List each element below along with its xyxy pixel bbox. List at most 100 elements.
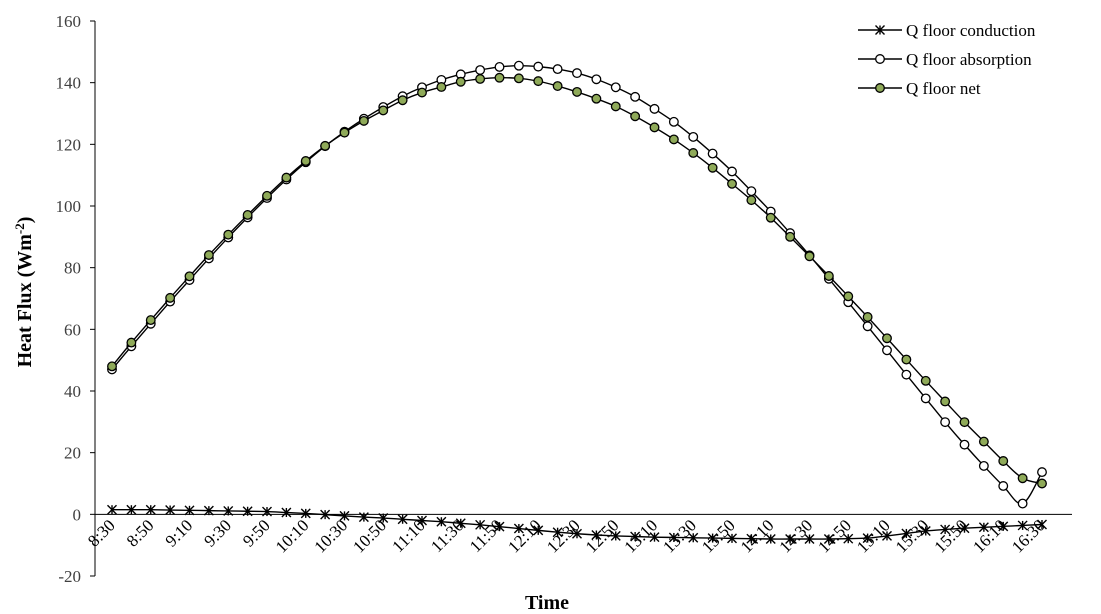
data-point: [533, 61, 544, 72]
x-tick-label: 9:10: [162, 516, 197, 551]
legend-item: Q floor net: [858, 79, 981, 98]
data-point: [552, 81, 563, 92]
data-point: [959, 417, 970, 428]
x-tick-label: 10:30: [311, 516, 352, 557]
data-point: [339, 510, 350, 521]
data-point: [533, 76, 544, 87]
data-point: [165, 292, 176, 303]
data-point: [862, 312, 873, 322]
data-point: [649, 103, 660, 114]
y-axis-title-group: Heat Flux (Wm-2): [12, 217, 37, 368]
data-point: [572, 528, 582, 539]
y-tick-label: 0: [73, 505, 82, 524]
data-point: [223, 229, 234, 240]
data-point: [940, 396, 951, 407]
data-point: [513, 73, 524, 84]
data-point: [242, 209, 253, 220]
x-tick-label: 10:50: [349, 516, 390, 557]
y-tick-label: -20: [58, 567, 81, 586]
y-tick-label: 80: [64, 259, 81, 278]
x-tick-label: 16:30: [1008, 516, 1049, 557]
data-point: [513, 523, 524, 534]
series-layer: [107, 60, 1047, 544]
data-point: [262, 190, 272, 201]
x-tick-label: 10:10: [272, 516, 313, 557]
y-axis-title-close: ): [14, 217, 36, 224]
x-tick-label: 12:10: [504, 516, 545, 557]
data-point: [688, 532, 699, 543]
x-tick-label: 15:50: [931, 516, 972, 557]
data-point: [765, 534, 776, 544]
data-point: [397, 514, 408, 525]
x-axis-title: Time: [525, 592, 569, 614]
data-point: [339, 127, 350, 138]
data-point: [843, 291, 854, 302]
data-point: [242, 506, 253, 517]
data-point: [203, 250, 214, 260]
data-point: [804, 534, 815, 544]
data-point: [552, 64, 563, 75]
data-point: [378, 105, 389, 116]
x-tick-label: 15:30: [892, 516, 933, 557]
data-point: [630, 531, 641, 542]
data-point: [746, 533, 757, 544]
data-point: [920, 375, 931, 386]
data-point: [572, 86, 582, 97]
x-tick-label: 9:50: [239, 516, 274, 551]
data-point: [727, 166, 737, 177]
legend: Q floor conduction Q floor absorption Q fl…: [858, 21, 1036, 98]
data-point: [494, 72, 505, 83]
data-point: [920, 393, 931, 404]
data-point: [262, 506, 272, 517]
data-point: [668, 134, 679, 145]
data-point: [1017, 473, 1028, 484]
data-point: [475, 519, 486, 530]
data-point: [417, 515, 427, 526]
data-point: [804, 251, 815, 262]
data-point: [940, 524, 951, 535]
data-point: [1017, 520, 1028, 531]
series-q-floor-conduction: [107, 504, 1047, 544]
data-point: [862, 533, 873, 544]
data-point: [707, 162, 718, 173]
data-point: [455, 518, 466, 529]
data-point: [630, 91, 641, 102]
data-point: [610, 101, 621, 112]
data-point: [475, 65, 486, 75]
data-point: [358, 115, 369, 126]
data-point: [998, 481, 1009, 491]
data-point: [610, 82, 621, 93]
data-point: [145, 315, 156, 326]
legend-label: Q floor conduction: [906, 21, 1036, 40]
data-point: [823, 534, 834, 544]
y-axis-title: Heat Flux (Wm-2): [12, 217, 37, 368]
data-point: [591, 74, 602, 85]
data-point: [882, 345, 892, 356]
data-point: [126, 504, 137, 515]
y-tick-label: 40: [64, 382, 81, 401]
data-point: [668, 116, 679, 127]
legend-label: Q floor absorption: [906, 50, 1032, 69]
data-point: [998, 521, 1009, 532]
x-tick-label: 8:50: [123, 516, 158, 551]
data-point: [785, 231, 796, 242]
y-tick-label: 60: [64, 320, 81, 339]
data-point: [107, 504, 117, 515]
data-point: [494, 521, 505, 532]
data-point: [843, 533, 854, 544]
data-point: [1037, 467, 1047, 478]
y-tick-label: 120: [56, 135, 82, 154]
data-point: [901, 354, 912, 365]
data-point: [875, 83, 885, 93]
data-point: [823, 271, 834, 281]
data-point: [707, 533, 718, 544]
data-point: [281, 507, 292, 518]
data-point: [591, 529, 602, 540]
data-point: [533, 525, 544, 536]
data-point: [165, 505, 176, 516]
x-tick-label: 14:50: [814, 516, 855, 557]
legend-label: Q floor net: [906, 79, 981, 98]
series-line: [111, 65, 1043, 505]
data-point: [978, 460, 989, 471]
